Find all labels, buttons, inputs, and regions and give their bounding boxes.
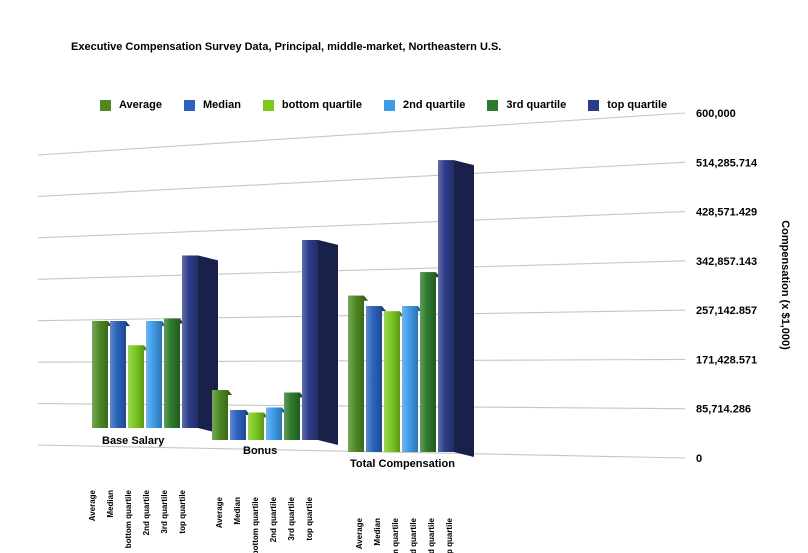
series-label-bonus-3rd-quartile: 3rd quartile (287, 496, 296, 540)
legend-label-2nd-quartile: 2nd quartile (402, 99, 466, 111)
bar-total-compensation-2nd-quartile (402, 306, 418, 452)
series-label-base-salary-median: Median (106, 490, 115, 518)
legend-label-3rd-quartile: 3rd quartile (506, 99, 567, 111)
bar-total-compensation-average (348, 295, 364, 452)
series-label-total-compensation-2nd-quartile: 2nd quartile (409, 517, 418, 553)
legend-item-2nd-quartile: 2nd quartile (383, 99, 466, 111)
series-label-total-compensation-median: Median (373, 518, 382, 546)
y-tick-label: 342,857.143 (696, 256, 757, 268)
gridline (37, 260, 686, 280)
series-label-total-compensation-average: Average (355, 517, 364, 549)
legend-swatch-bottom-quartile (262, 99, 274, 111)
chart-title: Executive Compensation Survey Data, Prin… (71, 41, 502, 53)
y-tick-label: 171,428.571 (696, 354, 757, 366)
legend-item-average: Average (100, 99, 162, 111)
bar-base-salary-2nd-quartile (146, 321, 162, 428)
gridline (37, 161, 686, 197)
series-label-bonus-2nd-quartile: 2nd quartile (269, 496, 278, 542)
bar-base-salary-bottom-quartile (128, 345, 144, 428)
y-tick-label: 257,142.857 (696, 305, 757, 317)
bar-bonus-average (212, 390, 228, 440)
legend-swatch-median (184, 99, 196, 111)
bar-base-salary-average (92, 321, 108, 428)
bar-bonus-top-quartile (302, 240, 318, 440)
legend-label-average: Average (119, 99, 163, 111)
gridline (37, 211, 686, 239)
legend-swatch-3rd-quartile (487, 99, 499, 111)
bar-side-bonus-top-quartile (318, 240, 338, 445)
series-label-base-salary-3rd-quartile: 3rd quartile (160, 489, 169, 533)
bar-side-base-salary-top-quartile (198, 255, 218, 433)
legend-swatch-2nd-quartile (383, 99, 395, 111)
category-label-bonus: Bonus (243, 445, 277, 457)
bar-bonus-bottom-quartile (248, 412, 264, 440)
series-label-base-salary-2nd-quartile: 2nd quartile (142, 489, 151, 535)
bar-side-total-compensation-top-quartile (454, 160, 474, 458)
bar-base-salary-median (110, 321, 126, 428)
gridline (37, 112, 686, 156)
series-label-total-compensation-top-quartile: top quartile (445, 517, 454, 553)
series-label-bonus-top-quartile: top quartile (305, 496, 314, 540)
y-tick-label: 514,285.714 (696, 157, 758, 169)
legend-item-median: Median (184, 99, 241, 111)
y-tick-label: 0 (696, 453, 702, 465)
legend-label-median: Median (203, 99, 241, 111)
bar-bonus-2nd-quartile (266, 407, 282, 440)
bar-total-compensation-3rd-quartile (420, 272, 436, 452)
series-label-total-compensation-3rd-quartile: 3rd quartile (427, 517, 436, 553)
y-tick-label: 600,000 (696, 108, 736, 120)
category-label-total-compensation: Total Compensation (350, 458, 455, 470)
legend-item-bottom-quartile: bottom quartile (262, 99, 362, 111)
y-tick-label: 85,714.286 (696, 404, 751, 416)
series-label-bonus-median: Median (233, 497, 242, 525)
y-axis-label: Compensation (x $1,000) (779, 220, 791, 350)
series-label-base-salary-top-quartile: top quartile (178, 489, 187, 533)
bar-bonus-3rd-quartile (284, 392, 300, 440)
series-label-total-compensation-bottom-quartile: bottom quartile (391, 517, 400, 553)
bar-base-salary-3rd-quartile (164, 318, 180, 428)
bar-total-compensation-bottom-quartile (384, 311, 400, 452)
legend-swatch-average (100, 99, 111, 111)
legend: Average Median bottom quartile 2nd quart… (100, 97, 689, 113)
legend-swatch-top-quartile (588, 99, 600, 111)
bar-total-compensation-top-quartile (438, 160, 454, 453)
bar-base-salary-top-quartile (182, 255, 198, 428)
series-label-base-salary-average: Average (88, 489, 97, 521)
legend-item-top-quartile: top quartile (588, 99, 667, 111)
series-label-base-salary-bottom-quartile: bottom quartile (124, 489, 133, 548)
legend-label-bottom-quartile: bottom quartile (281, 99, 362, 111)
bar-total-compensation-median (366, 306, 382, 452)
bar-bonus-median (230, 410, 246, 440)
category-label-base-salary: Base Salary (102, 435, 165, 447)
legend-item-3rd-quartile: 3rd quartile (487, 99, 566, 111)
series-label-bonus-average: Average (215, 496, 224, 528)
y-tick-label: 428,571.429 (696, 207, 757, 219)
legend-label-top-quartile: top quartile (607, 99, 668, 111)
series-label-bonus-bottom-quartile: bottom quartile (251, 496, 260, 553)
